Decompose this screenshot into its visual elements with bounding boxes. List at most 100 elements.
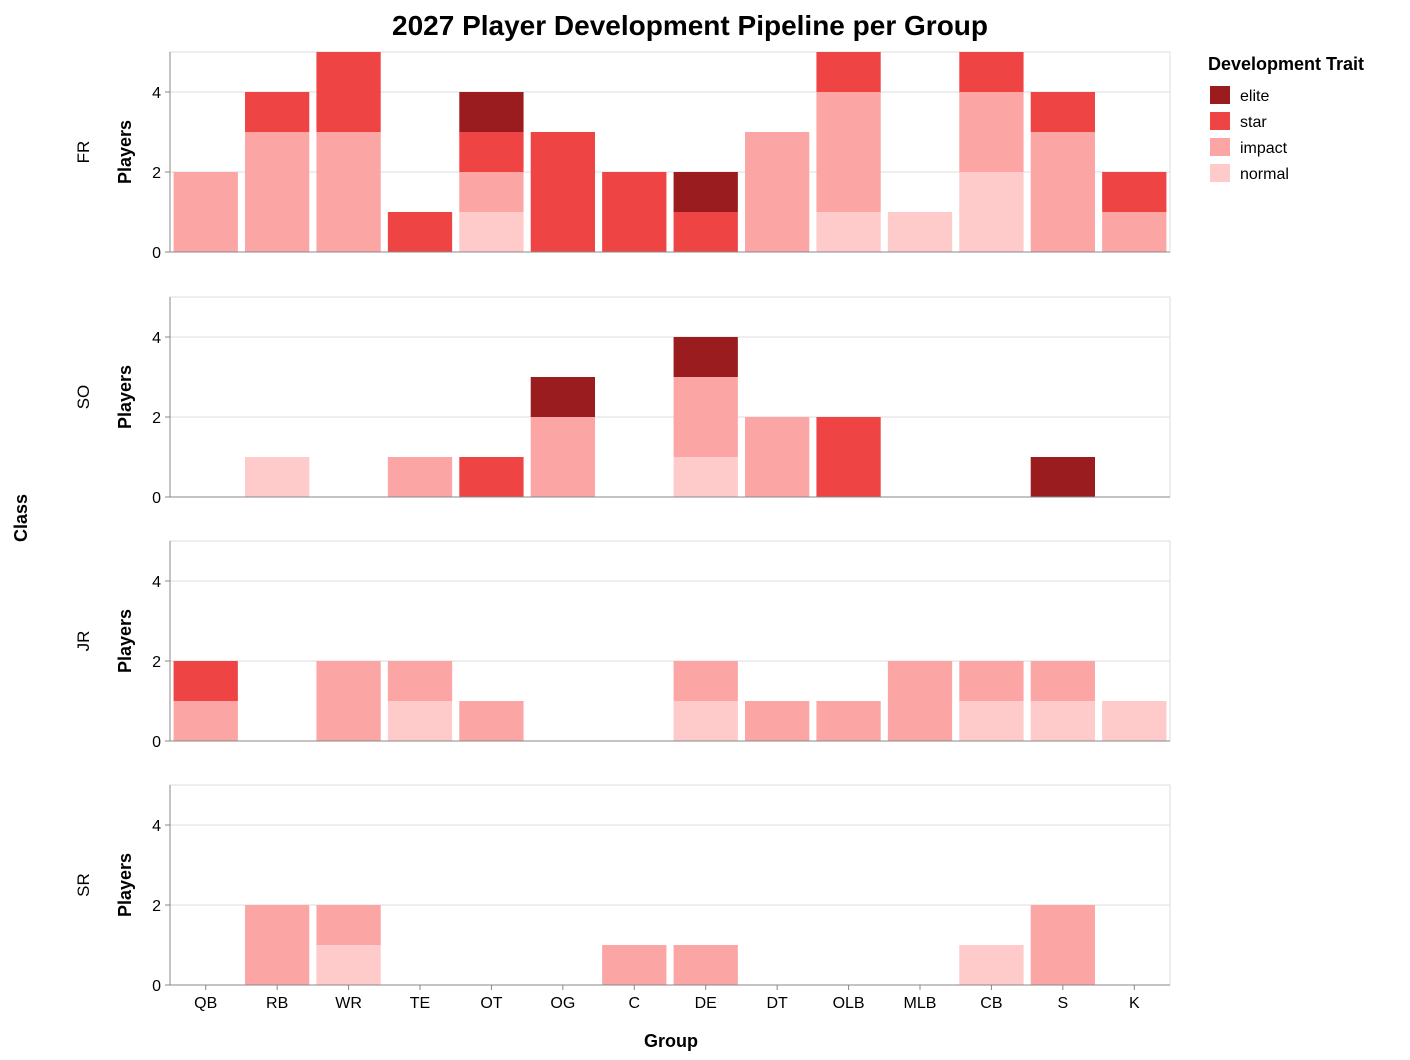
- bar-so-dt-impact: [745, 417, 810, 497]
- bar-so-te-impact: [387, 457, 453, 497]
- x-tick-label: K: [1129, 995, 1140, 1012]
- bar-jr-de-impact: [673, 661, 738, 701]
- x-tick-label: OLB: [833, 995, 865, 1012]
- legend-swatch-elite: [1210, 86, 1230, 104]
- bar-so-og-impact: [530, 417, 595, 497]
- bar-jr-te-normal: [387, 701, 453, 741]
- bar-jr-wr-impact: [316, 661, 381, 741]
- bar-jr-mlb-impact: [887, 661, 953, 741]
- y-tick-label: 2: [152, 654, 161, 671]
- y-tick-label: 2: [152, 165, 161, 182]
- y-tick-label: 2: [152, 410, 161, 427]
- bar-fr-de-star: [673, 212, 738, 252]
- bar-jr-dt-impact: [745, 701, 810, 741]
- bar-fr-cb-star: [959, 52, 1024, 92]
- bar-jr-s-impact: [1030, 661, 1095, 701]
- facet-panel-fr: 0 2 4 Players FR: [74, 51, 1171, 262]
- bar-fr-s-impact: [1030, 132, 1095, 252]
- row-label-sr: SR: [74, 873, 93, 897]
- bar-fr-te-star: [387, 212, 453, 252]
- bar-sr-s-impact: [1030, 905, 1095, 985]
- bar-fr-ot-impact: [459, 172, 524, 212]
- y-axis-title: Players: [115, 365, 135, 429]
- bar-so-ot-star: [459, 457, 524, 497]
- bar-sr-de-impact: [673, 945, 738, 985]
- x-tick-label: CB: [980, 995, 1002, 1012]
- x-tick-label: TE: [410, 995, 430, 1012]
- legend-label-star: star: [1240, 114, 1267, 131]
- bar-fr-k-impact: [1102, 212, 1167, 252]
- x-tick-label: QB: [194, 995, 217, 1012]
- row-label-jr: JR: [74, 631, 93, 652]
- y-axis-title: Players: [115, 853, 135, 917]
- bar-sr-wr-normal: [316, 945, 381, 985]
- bar-sr-wr-impact: [316, 905, 381, 945]
- facet-panels: 0 2 4 Players FR 0 2 4 Players SO 0 2 4 Players JR 0 2 4 P…: [74, 51, 1171, 1012]
- y-tick-label: 0: [152, 978, 161, 995]
- bar-so-s-elite: [1030, 457, 1095, 497]
- x-tick-label: RB: [266, 995, 288, 1012]
- y-tick-label: 0: [152, 734, 161, 751]
- bar-fr-ot-normal: [459, 212, 524, 252]
- chart-title: 2027 Player Development Pipeline per Gro…: [392, 10, 988, 41]
- bar-fr-dt-impact: [745, 132, 810, 252]
- legend-swatch-star: [1210, 112, 1230, 130]
- x-tick-label: C: [629, 995, 641, 1012]
- x-tick-label: DT: [766, 995, 788, 1012]
- facet-panel-so: 0 2 4 Players SO: [74, 296, 1171, 507]
- y-tick-label: 0: [152, 245, 161, 262]
- legend: Development Trait elite star impact normal: [1208, 54, 1364, 183]
- bar-fr-wr-impact: [316, 132, 381, 252]
- legend-title: Development Trait: [1208, 54, 1364, 74]
- bar-fr-ot-elite: [459, 92, 524, 132]
- bar-fr-k-star: [1102, 172, 1167, 212]
- y-tick-label: 4: [152, 574, 161, 591]
- bar-fr-olb-normal: [816, 212, 881, 252]
- bar-jr-cb-normal: [959, 701, 1024, 741]
- bar-sr-c-impact: [602, 945, 667, 985]
- bar-fr-c-star: [602, 172, 667, 252]
- x-tick-label: OG: [550, 995, 575, 1012]
- bar-jr-olb-impact: [816, 701, 881, 741]
- panel-frame: [169, 296, 1171, 498]
- bar-so-de-impact: [673, 377, 738, 457]
- bar-fr-cb-impact: [959, 92, 1024, 172]
- legend-label-elite: elite: [1240, 88, 1269, 105]
- x-tick-label: DE: [695, 995, 717, 1012]
- y-tick-label: 4: [152, 85, 161, 102]
- facet-panel-jr: 0 2 4 Players JR: [74, 540, 1171, 751]
- y-tick-label: 4: [152, 330, 161, 347]
- y-tick-label: 0: [152, 490, 161, 507]
- y-tick-label: 4: [152, 818, 161, 835]
- bar-jr-ot-impact: [459, 701, 524, 741]
- bar-jr-s-normal: [1030, 701, 1095, 741]
- bar-fr-qb-impact: [173, 172, 238, 252]
- x-axis-title: Group: [644, 1031, 698, 1051]
- bar-so-de-normal: [673, 457, 738, 497]
- y-tick-label: 2: [152, 898, 161, 915]
- x-tick-label: S: [1058, 995, 1069, 1012]
- legend-swatch-normal: [1210, 164, 1230, 182]
- bar-fr-s-star: [1030, 92, 1095, 132]
- y-axis-title: Players: [115, 609, 135, 673]
- bar-fr-rb-star: [245, 92, 310, 132]
- bar-sr-rb-impact: [245, 905, 310, 985]
- x-tick-label: MLB: [904, 995, 937, 1012]
- row-axis-title: Class: [11, 494, 31, 542]
- bar-fr-wr-star: [316, 52, 381, 132]
- bar-fr-mlb-normal: [887, 212, 953, 252]
- bar-so-de-elite: [673, 337, 738, 377]
- legend-label-normal: normal: [1240, 166, 1289, 183]
- y-axis-title: Players: [115, 120, 135, 184]
- facet-panel-sr: 0 2 4 Players SR QB RB WR TE OT OG C DE DT OLB MLB CB S K: [74, 784, 1171, 1012]
- row-label-fr: FR: [74, 141, 93, 164]
- bar-fr-olb-star: [816, 52, 881, 92]
- legend-swatch-impact: [1210, 138, 1230, 156]
- x-tick-label: OT: [480, 995, 502, 1012]
- bar-jr-cb-impact: [959, 661, 1024, 701]
- bar-fr-cb-normal: [959, 172, 1024, 252]
- bar-fr-rb-impact: [245, 132, 310, 252]
- x-tick-label: WR: [335, 995, 362, 1012]
- bar-jr-qb-impact: [173, 701, 238, 741]
